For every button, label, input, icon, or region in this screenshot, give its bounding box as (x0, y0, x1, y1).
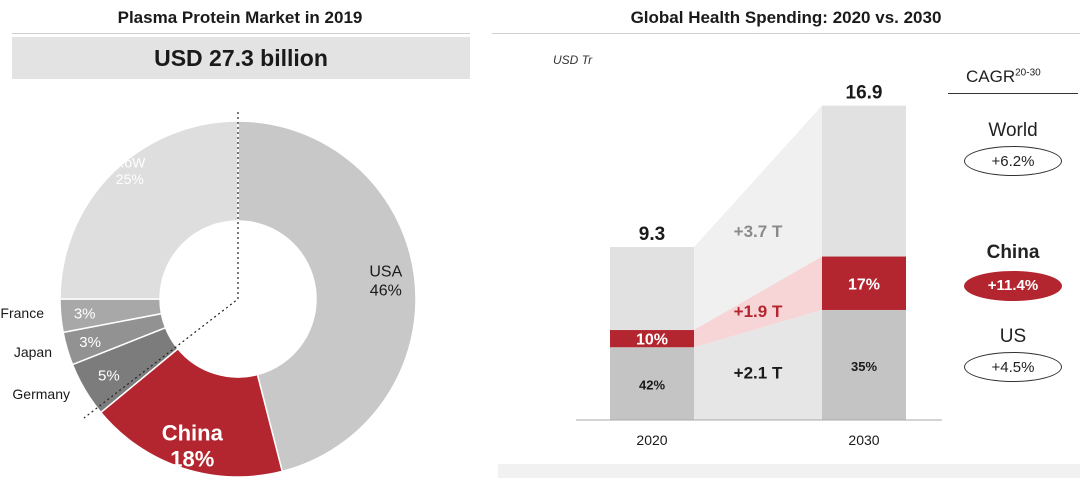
cagr-region-world: World (988, 120, 1038, 141)
plasma-market-title: Plasma Protein Market in 2019 (117, 8, 363, 27)
cagr-period: 20-30 (1015, 67, 1041, 79)
bar-segment-us-2020 (610, 347, 694, 420)
change-label-us: +2.1 T (734, 363, 783, 382)
bar-share-china-2030: 17% (848, 276, 880, 293)
title-divider (492, 33, 1080, 34)
slice-label-china: China (162, 420, 224, 445)
bar-segment-world-2020 (610, 247, 694, 331)
bar-share-china-2020: 10% (636, 332, 668, 349)
cagr-value-us: +4.5% (964, 352, 1062, 382)
cagr-value-world: +6.2% (964, 146, 1062, 176)
donut-slice-usa (237, 120, 417, 473)
bar-segment-us-2030 (822, 309, 906, 420)
slice-label-japan: Japan (14, 344, 52, 360)
health-spending-panel: Global Health Spending: 2020 vs. 2030 US… (492, 0, 1080, 478)
connector-world (694, 105, 822, 331)
market-size-banner: USD 27.3 billion (12, 37, 470, 79)
x-tick-label-2030: 2030 (848, 432, 879, 448)
bar-share-us-2020: 42% (639, 378, 665, 393)
change-label-china: +1.9 T (734, 302, 783, 321)
donut-slice-row (59, 120, 239, 300)
cagr-region-us: US (999, 326, 1027, 347)
connector-us (694, 309, 822, 420)
slice-label-usa: USA (369, 263, 402, 280)
cagr-divider (948, 93, 1078, 94)
title-divider (12, 33, 470, 34)
bar-total-label-2020: 9.3 (639, 224, 665, 245)
slice-value-usa: 46% (370, 283, 402, 300)
dotted-guide-line (83, 112, 239, 419)
bar-segment-china-2030 (822, 256, 906, 310)
slice-value-france: 3% (74, 306, 96, 323)
plasma-market-panel: Plasma Protein Market in 2019 USD 27.3 b… (0, 0, 480, 478)
health-spending-title: Global Health Spending: 2020 vs. 2030 (630, 8, 942, 27)
x-tick-label-2020: 2020 (636, 432, 667, 448)
change-label-world: +3.7 T (734, 222, 783, 241)
cagr-title: CAGR (966, 67, 1016, 86)
unit-label: USD Tr (553, 53, 593, 67)
cagr-header: CAGR20-30 (966, 67, 1041, 87)
slice-label-france: France (0, 305, 44, 321)
bar-share-us-2030: 35% (851, 359, 877, 374)
footer-band (498, 464, 1080, 478)
health-spending-bar-chart: 9.3 10% 42% 2020 16.9 17% 35% 2030 +3.7 T +1.9 T +… (576, 83, 942, 448)
donut-slice-china (99, 347, 284, 478)
slice-value-row: 25% (116, 171, 144, 187)
bar-segment-china-2020 (610, 330, 694, 348)
cagr-region-china: China (986, 242, 1040, 263)
bar-segment-world-2030 (822, 105, 906, 257)
bar-total-label-2030: 16.9 (846, 83, 883, 104)
slice-label-row: RoW (114, 154, 146, 170)
slice-value-japan: 3% (79, 334, 101, 351)
slice-label-germany: Germany (12, 386, 70, 402)
slice-value-germany: 5% (98, 368, 120, 385)
cagr-value-china: +11.4% (964, 271, 1062, 301)
connector-china (694, 256, 822, 348)
slice-value-china: 18% (170, 447, 214, 472)
